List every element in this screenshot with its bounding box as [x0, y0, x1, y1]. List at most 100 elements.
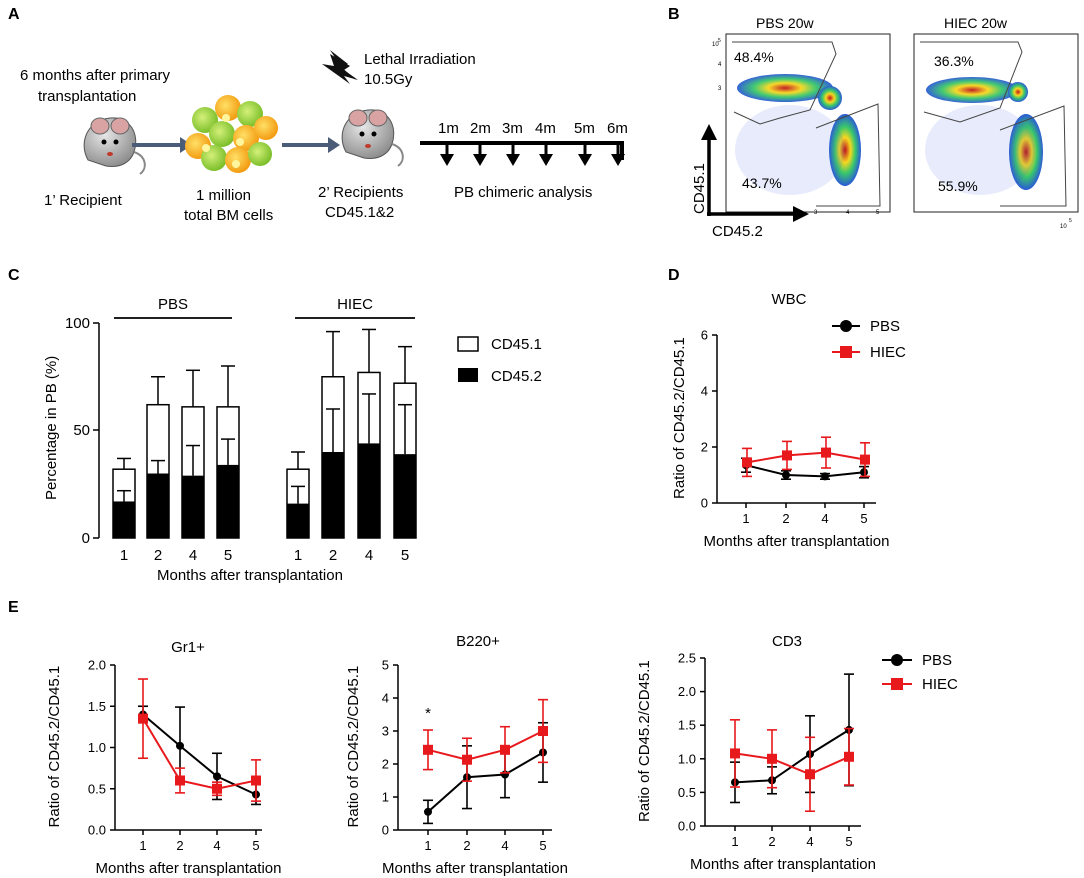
analysis-label: PB chimeric analysis [454, 184, 592, 201]
data-point [860, 468, 868, 477]
y-axis-label: Ratio of CD45.2/CD45.1 [671, 337, 688, 499]
x-tick-label: 2 [463, 838, 470, 853]
axis-tick: 3 [814, 210, 818, 216]
legend: PBS HIEC [882, 652, 958, 693]
y-tick-label: 0.0 [88, 823, 106, 838]
data-point [821, 447, 831, 458]
y-tick-label: 5 [382, 658, 389, 673]
lightning-icon [322, 50, 358, 84]
flow-axes: CD45.1 CD45.2 [691, 124, 809, 240]
data-point [176, 741, 184, 750]
y-tick-label: 100 [65, 315, 90, 332]
x-tick-label: 5 [252, 838, 259, 853]
y-tick-label: 4 [701, 384, 708, 399]
y-tick-label: 50 [73, 422, 90, 439]
bm-cells-icon [185, 95, 278, 173]
series-line-pbs [142, 713, 257, 796]
panel-label-d: D [668, 267, 680, 284]
axis-tick: 4 [846, 210, 850, 216]
primary-note-line1: 6 months after primary [20, 67, 171, 84]
data-point [782, 450, 792, 461]
axis-tick: 10 [1060, 224, 1067, 230]
gate-percentage: 48.4% [734, 49, 774, 65]
legend-label: HIEC [870, 344, 906, 361]
bar-cd452 [287, 503, 309, 538]
x-axis-label: Months after transplantation [96, 860, 282, 877]
gate-percentage: 36.3% [934, 53, 974, 69]
timeline: 1m 2m 3m 4m 5m 6m PB chimeric analysis [420, 120, 628, 201]
flow-plot-hiec: HIEC 20w 36.3% 55.9% 10 5 [913, 15, 1079, 230]
axis-tick: 10 [712, 42, 719, 48]
legend-swatch-cd452 [458, 368, 478, 382]
flow-x-axis-label: CD45.2 [712, 223, 763, 240]
cells-line2: total BM cells [184, 207, 273, 224]
data-point [742, 457, 752, 468]
recipient2-line2: CD45.1&2 [325, 204, 394, 221]
legend: CD45.1 CD45.2 [457, 336, 542, 385]
y-tick-label: 0.5 [678, 785, 696, 800]
group-label-pbs: PBS [158, 296, 188, 313]
line-chart: 0.0 0.5 1.0 1.5 2.0 2.5 1 2 4 5 Ratio of CD45.2/CD… [636, 651, 876, 874]
flow-plot-title: PBS 20w [756, 15, 814, 31]
data-point [844, 751, 854, 762]
series-line-pbs [745, 464, 865, 478]
data-point [500, 744, 510, 755]
y-tick-label: 1.5 [678, 718, 696, 733]
y-axis-label: Percentage in PB (%) [43, 356, 60, 500]
recipient2-line1: 2’ Recipients [318, 184, 403, 201]
x-axis-label: Months after transplantation [704, 533, 890, 550]
x-tick-label: 1 [294, 547, 302, 564]
x-tick-label: 5 [401, 547, 409, 564]
x-axis-label: Months after transplantation [382, 860, 568, 877]
flow-plot-pbs: PBS 20w 48.4% 43.7% 10 5 4 3 3 4 5 [712, 15, 891, 216]
x-tick-label: 1 [742, 511, 749, 526]
chart-title: B220+ [456, 633, 500, 650]
data-point [805, 769, 815, 780]
x-axis-label: Months after transplantation [690, 856, 876, 873]
panel-d: D WBC 0 2 4 6 1 2 4 5 Ratio of CD45.2/CD45.1 Mont… [668, 267, 906, 550]
data-point [212, 783, 222, 794]
axis-tick: 5 [876, 210, 880, 216]
y-tick-label: 3 [382, 724, 389, 739]
data-point [860, 454, 870, 465]
irradiation-line2: 10.5Gy [364, 71, 413, 88]
data-point [538, 726, 548, 736]
panel-label-e: E [8, 599, 19, 616]
data-point [424, 807, 432, 816]
y-tick-label: 4 [382, 691, 389, 706]
arrow-down-icon [539, 154, 553, 166]
chart-title: Gr1+ [171, 639, 205, 656]
y-tick-label: 2.5 [678, 651, 696, 666]
panel-label-c: C [8, 267, 20, 284]
gate-percentage: 55.9% [938, 178, 978, 194]
x-tick-label: 4 [821, 511, 828, 526]
y-tick-label: 0 [82, 530, 90, 547]
x-tick-label: 2 [782, 511, 789, 526]
cells-line1: 1 million [196, 187, 251, 204]
x-tick-label: 4 [806, 834, 813, 849]
y-tick-label: 1.0 [88, 740, 106, 755]
y-axis-label: Ratio of CD45.2/CD45.1 [345, 666, 362, 828]
bar-cd452 [113, 501, 135, 538]
x-tick-label: 5 [224, 547, 232, 564]
legend-marker-hiec [891, 678, 903, 690]
bar-cd452 [322, 452, 344, 538]
arrow-down-icon [611, 154, 625, 166]
x-tick-label: 1 [120, 547, 128, 564]
irradiation-line1: Lethal Irradiation [364, 51, 476, 68]
y-tick-label: 2.0 [88, 658, 106, 673]
axis-tick: 3 [718, 86, 722, 92]
arrow-right-icon [132, 137, 192, 153]
data-point [767, 753, 777, 764]
series-line-hiec [746, 451, 866, 464]
panel-b: B PBS 20w 48.4% 43.7% 10 5 4 3 3 4 5 [668, 6, 1079, 240]
arrow-down-icon [506, 154, 520, 166]
y-tick-label: 2 [701, 440, 708, 455]
panel-label-a: A [8, 6, 20, 23]
data-point [175, 775, 185, 786]
line-chart: 0 1 2 3 4 5 1 2 4 5 Ratio of CD45.2/CD45.1 Months a… [345, 658, 568, 878]
legend-marker-pbs [840, 320, 852, 332]
y-tick-label: 2 [382, 757, 389, 772]
legend-swatch-cd451 [457, 336, 479, 352]
